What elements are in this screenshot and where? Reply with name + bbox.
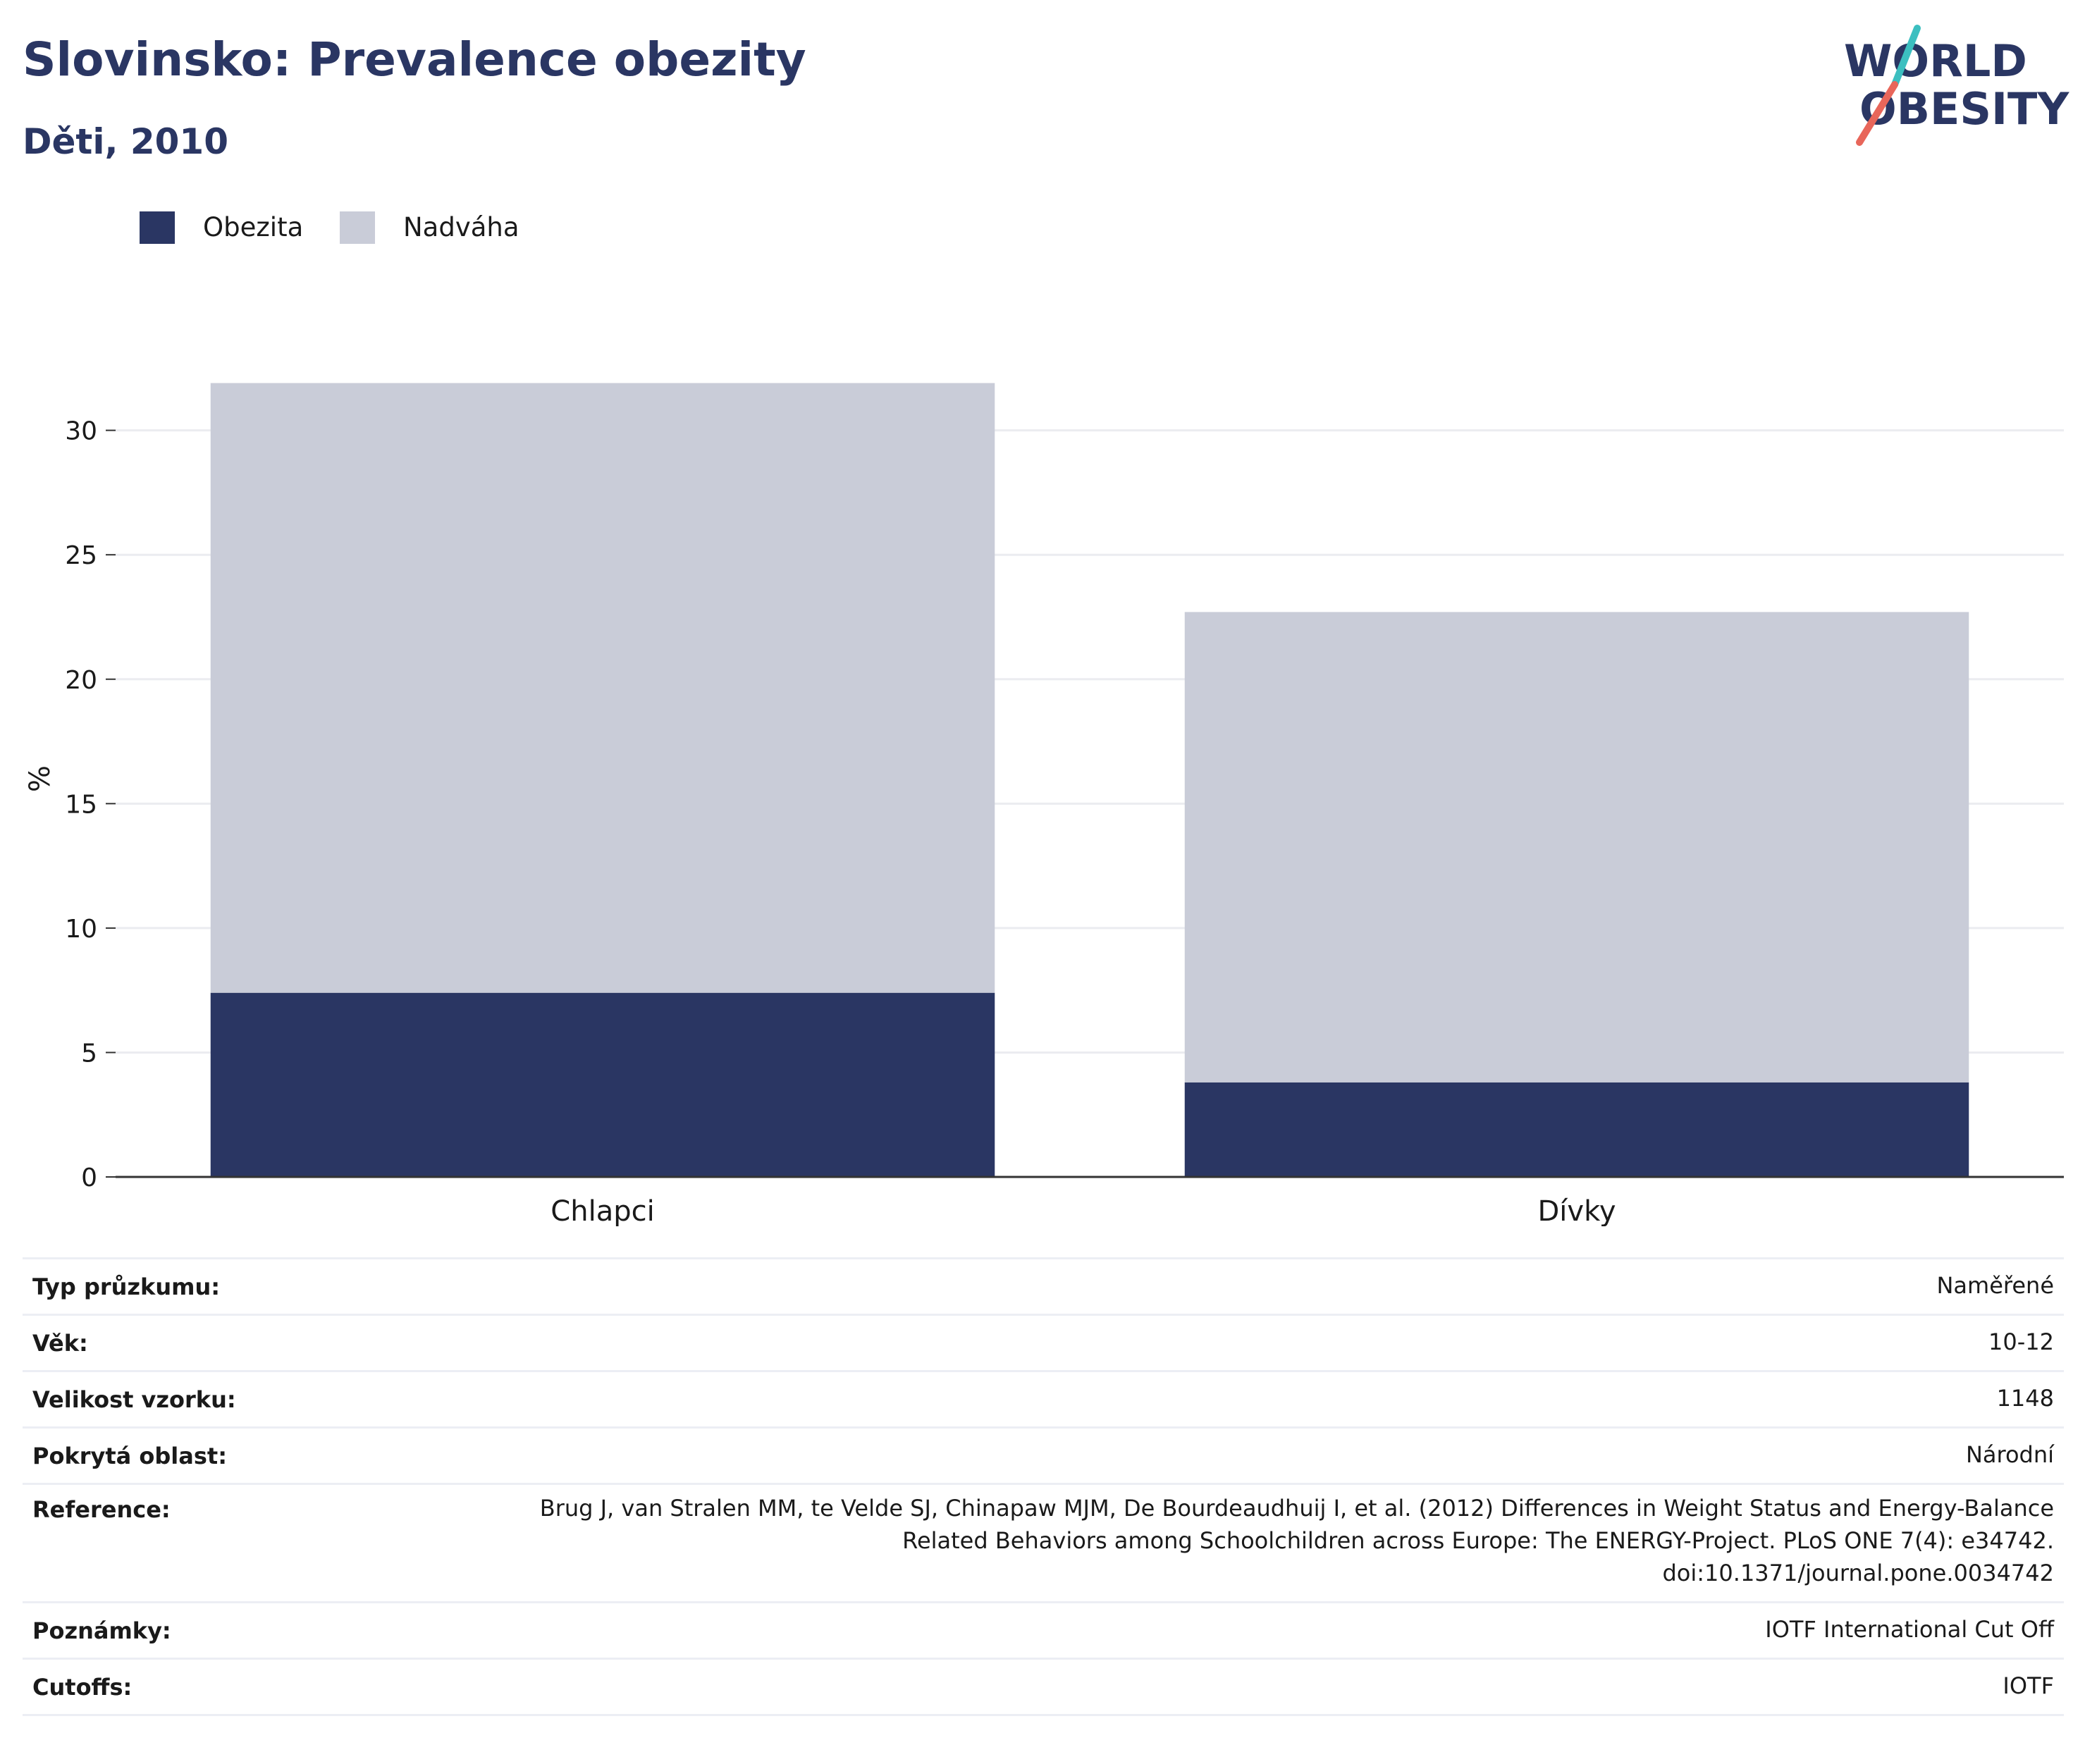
info-value: Národní xyxy=(437,1427,2064,1485)
y-tick-label: 5 xyxy=(81,1039,97,1068)
info-row: Poznámky: IOTF International Cut Off xyxy=(23,1602,2064,1660)
info-key: Velikost vzorku: xyxy=(23,1371,437,1429)
bar-obezita-chlapci xyxy=(210,992,995,1177)
bar-nadvaha-divky xyxy=(1184,612,1969,1083)
legend-label-nadvaha: Nadváha xyxy=(403,212,519,242)
info-value-line: doi:10.1371/journal.pone.0034742 xyxy=(1662,1560,2054,1586)
world-obesity-logo: WORLD OBESITY xyxy=(1844,25,2069,146)
page-subtitle: Děti, 2010 xyxy=(23,121,229,162)
bar-nadvaha-chlapci xyxy=(210,383,995,993)
legend-swatch-obezita xyxy=(140,211,175,244)
info-row: Věk: 10-12 xyxy=(23,1314,2064,1372)
info-value-line: Brug J, van Stralen MM, te Velde SJ, Chi… xyxy=(539,1495,2054,1522)
legend-swatch-nadvaha xyxy=(340,211,375,244)
info-key: Cutoffs: xyxy=(23,1658,437,1716)
page-title: Slovinsko: Prevalence obezity xyxy=(23,32,806,87)
bar-obezita-divky xyxy=(1184,1082,1969,1177)
info-value: 1148 xyxy=(437,1371,2064,1429)
y-tick-label: 30 xyxy=(65,417,97,446)
info-row: Typ průzkumu: Naměřené xyxy=(23,1257,2064,1316)
info-key: Pokrytá oblast: xyxy=(23,1427,437,1485)
info-key: Reference: xyxy=(23,1484,437,1603)
logo-slash-teal xyxy=(1891,25,1921,88)
info-value: Naměřené xyxy=(437,1257,2064,1316)
info-row: Cutoffs: IOTF xyxy=(23,1658,2064,1716)
y-tick-label: 15 xyxy=(65,790,97,819)
info-row: Reference: Brug J, van Stralen MM, te Vel… xyxy=(23,1484,2064,1603)
info-row: Velikost vzorku: 1148 xyxy=(23,1371,2064,1429)
y-tick-label: 10 xyxy=(65,915,97,944)
y-axis-title: % xyxy=(24,765,56,792)
survey-info-table: Typ průzkumu: Naměřené Věk: 10-12 Velikost v… xyxy=(23,1257,2064,1716)
legend-label-obezita: Obezita xyxy=(203,212,304,242)
y-tick-label: 25 xyxy=(65,541,97,570)
logo-text-world: WORLD xyxy=(1844,35,2027,87)
info-row: Pokrytá oblast: Národní xyxy=(23,1427,2064,1485)
y-tick-label: 20 xyxy=(65,666,97,695)
stacked-bar-chart: 0 5 10 15 20 25 30% Chlapci Dívky xyxy=(24,383,2064,1226)
info-key: Typ průzkumu: xyxy=(23,1257,437,1316)
y-tick-label: 0 xyxy=(81,1164,97,1192)
x-tick-label: Dívky xyxy=(1538,1195,1616,1226)
info-value: IOTF xyxy=(437,1658,2064,1716)
info-key: Poznámky: xyxy=(23,1602,437,1660)
info-value: IOTF International Cut Off xyxy=(437,1602,2064,1660)
x-tick-label: Chlapci xyxy=(551,1195,654,1226)
info-value: 10-12 xyxy=(437,1314,2064,1372)
info-value-line: Related Behaviors among Schoolchildren a… xyxy=(902,1527,2054,1554)
logo-text-obesity: OBESITY xyxy=(1859,83,2069,135)
logo-slash-coral xyxy=(1856,81,1898,146)
info-value: Brug J, van Stralen MM, te Velde SJ, Chi… xyxy=(437,1484,2064,1603)
info-key: Věk: xyxy=(23,1314,437,1372)
